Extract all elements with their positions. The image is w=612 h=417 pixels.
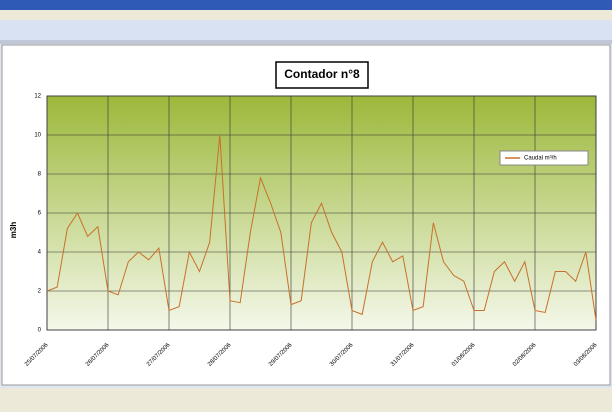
chart-title: Contador n°8 bbox=[284, 67, 360, 81]
y-tick-label: 10 bbox=[34, 133, 41, 139]
y-axis-label: m3h bbox=[9, 222, 18, 239]
title-bar bbox=[0, 0, 612, 10]
formula-bar bbox=[0, 40, 612, 44]
screenshot: Contador n°8 m3h 02468101225/07/200626/0… bbox=[0, 0, 612, 412]
toolbar[interactable] bbox=[0, 20, 612, 40]
menu-bar[interactable] bbox=[0, 10, 612, 20]
legend-label: Caudal m³/h bbox=[524, 156, 557, 162]
y-tick-label: 12 bbox=[34, 94, 41, 100]
sheet-tabs[interactable] bbox=[0, 388, 612, 412]
